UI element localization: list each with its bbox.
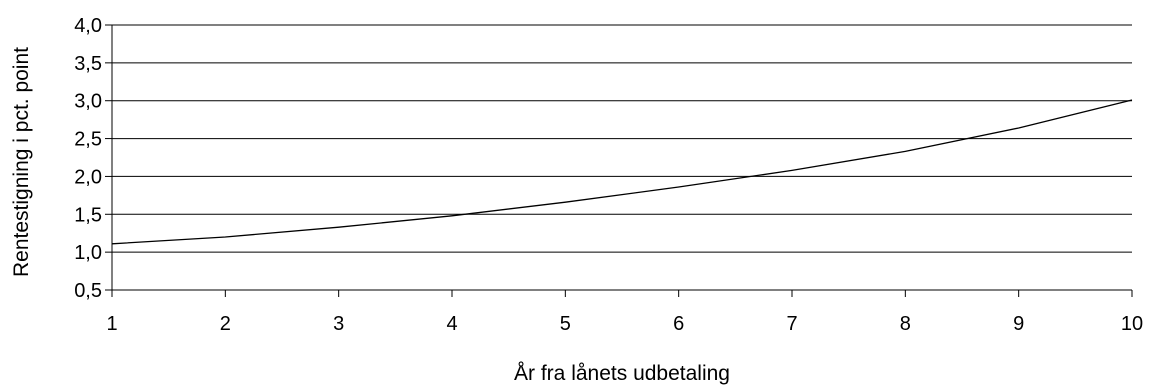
y-tick-label: 0,5 (74, 280, 102, 302)
x-tick-label: 9 (1013, 313, 1024, 335)
x-tick-label: 2 (220, 313, 231, 335)
y-tick-label: 1,0 (74, 242, 102, 264)
x-tick-label: 10 (1121, 313, 1143, 335)
y-tick-label: 4,0 (74, 15, 102, 37)
x-axis-title: År fra lånets udbetaling (514, 362, 730, 385)
y-tick-label: 2,0 (74, 166, 102, 188)
series-line-0 (111, 99, 1133, 245)
x-tick-label: 3 (333, 313, 344, 335)
y-tick-label: 3,5 (74, 53, 102, 75)
x-tick-label: 6 (673, 313, 684, 335)
gridlines (112, 24, 1132, 253)
y-axis-title: Rentestigning i pct. point (10, 47, 33, 277)
x-tick-label: 8 (900, 313, 911, 335)
x-tick-label: 5 (560, 313, 571, 335)
x-tick-label: 1 (106, 313, 117, 335)
axes (105, 24, 1133, 297)
x-tick-label: 7 (786, 313, 797, 335)
series-layer (111, 99, 1133, 245)
tick-labels: 0,5 1,0 1,5 2,0 2,5 3,0 3,5 4,0 1 2 3 4 5 6 7 8 9 10 (74, 15, 1143, 335)
y-tick-label: 3,0 (74, 91, 102, 113)
y-tick-label: 2,5 (74, 129, 102, 151)
x-tick-label: 4 (446, 313, 457, 335)
y-tick-label: 1,5 (74, 204, 102, 226)
